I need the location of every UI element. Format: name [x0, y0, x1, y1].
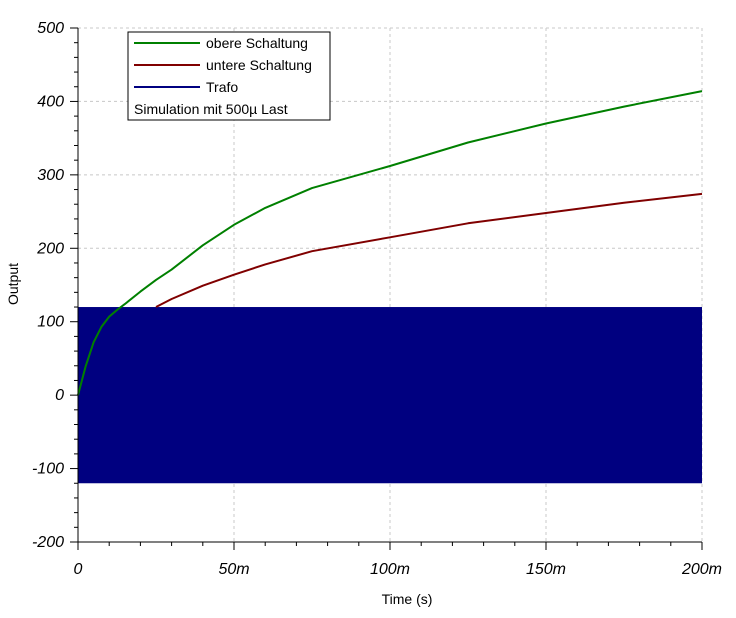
legend-label-untere: untere Schaltung	[206, 57, 312, 73]
legend: obere Schaltung untere Schaltung Trafo S…	[127, 31, 331, 121]
legend-label-trafo: Trafo	[206, 79, 238, 95]
trafo-band	[78, 307, 702, 484]
x-tick-label: 0	[74, 561, 83, 578]
y-tick-label: -200	[32, 534, 64, 551]
y-tick-label: 500	[37, 20, 64, 37]
line-series	[77, 90, 703, 396]
y-tick-label: 100	[37, 314, 64, 331]
x-tick-label: 150m	[526, 561, 566, 578]
y-tick-label: -100	[32, 461, 64, 478]
y-tick-label: 400	[37, 93, 64, 110]
y-tick-label: 0	[55, 387, 64, 404]
axes	[70, 27, 703, 550]
tick-labels: 0 50m 100m 150m 200m -200 -100 0 100 200 300 400 500	[32, 20, 722, 578]
x-tick-label: 200m	[681, 561, 722, 578]
y-axis-label: Output	[5, 263, 21, 305]
trafo-series	[78, 307, 702, 484]
y-tick-label: 300	[37, 167, 64, 184]
series-line-obere-schaltung	[77, 90, 703, 396]
x-tick-label: 100m	[370, 561, 410, 578]
x-axis-label: Time (s)	[382, 591, 433, 607]
legend-label-obere: obere Schaltung	[206, 35, 308, 51]
y-tick-label: 200	[36, 240, 64, 257]
series-line-untere-schaltung	[155, 192, 703, 308]
x-tick-label: 50m	[218, 561, 249, 578]
legend-box	[127, 31, 331, 121]
legend-note: Simulation mit 500µ Last	[134, 101, 288, 117]
